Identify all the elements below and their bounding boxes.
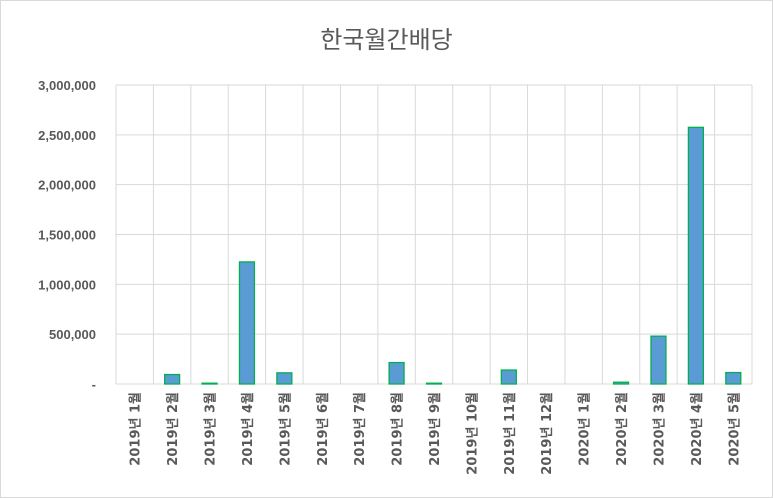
y-tick-label: 3,000,000 xyxy=(38,78,96,93)
x-tick-label: 2019년 5월 xyxy=(277,392,293,466)
bar xyxy=(725,371,742,385)
y-tick-label: 1,000,000 xyxy=(38,277,96,292)
x-tick-label: 2020년 5월 xyxy=(726,392,742,466)
bar xyxy=(650,335,667,385)
x-tick-label: 2020년 2월 xyxy=(614,392,630,466)
gridlines xyxy=(115,84,753,385)
x-tick-label: 2019년 3월 xyxy=(203,392,219,466)
y-tick-label: 1,500,000 xyxy=(38,228,96,243)
bar xyxy=(425,382,443,385)
bar xyxy=(500,369,517,385)
x-tick-label: 2019년 1월 xyxy=(128,392,144,466)
y-tick-label: 2,000,000 xyxy=(38,178,96,193)
x-tick-label: 2019년 6월 xyxy=(315,392,331,466)
bar xyxy=(201,382,218,385)
bar xyxy=(388,361,405,385)
x-tick-label: 2019년 11월 xyxy=(502,392,518,475)
bar xyxy=(163,373,181,385)
bar xyxy=(687,126,705,385)
x-tick-label: 2019년 7월 xyxy=(352,392,368,466)
y-tick-label: - xyxy=(92,377,96,392)
x-tick-label: 2020년 3월 xyxy=(651,392,667,466)
bars xyxy=(163,126,742,385)
y-tick-label: 500,000 xyxy=(49,327,96,342)
y-axis-ticks: - 500,000 1,000,000 1,500,000 2,000,000 2,500… xyxy=(38,78,96,392)
x-axis-ticks: 2019년 1월 2019년 2월 2019년 3월 2019년 4월 2019년 5월… xyxy=(128,392,743,475)
y-tick-label: 2,500,000 xyxy=(38,128,96,143)
x-tick-label: 2019년 8월 xyxy=(390,392,406,466)
x-tick-label: 2019년 10월 xyxy=(464,392,480,475)
x-tick-label: 2019년 4월 xyxy=(240,392,256,466)
bar xyxy=(238,261,256,385)
bar xyxy=(276,372,293,385)
x-tick-label: 2020년 4월 xyxy=(689,392,705,466)
x-tick-label: 2019년 12월 xyxy=(539,392,555,475)
bar xyxy=(612,381,630,385)
x-tick-label: 2019년 2월 xyxy=(165,392,181,466)
x-tick-label: 2020년 1월 xyxy=(577,392,593,466)
chart-title: 한국월간배당 xyxy=(320,26,453,54)
x-tick-label: 2019년 9월 xyxy=(427,392,443,466)
